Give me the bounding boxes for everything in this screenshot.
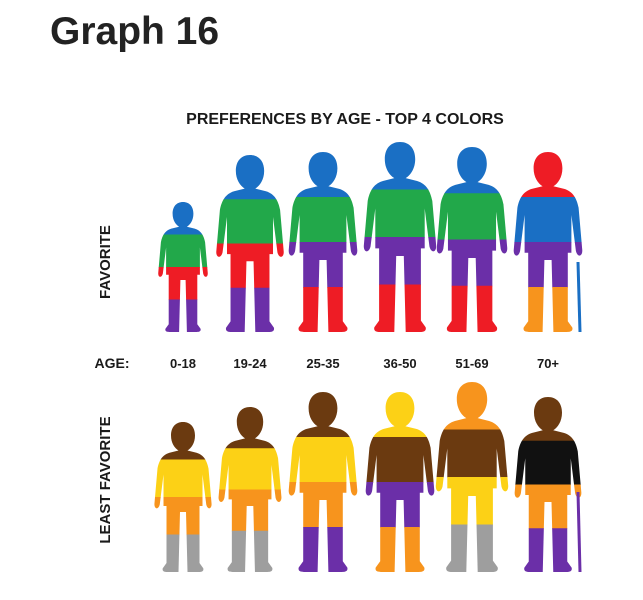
favorite-band-0-18-green bbox=[158, 234, 208, 268]
age-tick-label: 36-50 bbox=[383, 356, 416, 371]
row-label-favorite: FAVORITE bbox=[97, 225, 114, 299]
favorite-figures bbox=[158, 142, 583, 333]
favorite-band-70+-blue bbox=[513, 197, 583, 243]
least-favorite-band-19-24-orange bbox=[218, 489, 282, 532]
favorite-figure-51-69 bbox=[436, 147, 508, 332]
cane-favorite bbox=[576, 261, 582, 333]
age-tick-labels: 0-18 19-24 25-35 36-50 51-69 70+ bbox=[170, 356, 559, 371]
favorite-band-36-50-red bbox=[363, 284, 437, 332]
favorite-band-0-18-red bbox=[158, 267, 208, 301]
least-favorite-band-70+-black bbox=[514, 440, 582, 486]
least-favorite-band-51-69-gray bbox=[435, 524, 509, 572]
favorite-band-19-24-green bbox=[216, 199, 284, 245]
least-favorite-band-51-69-yellow bbox=[435, 477, 509, 526]
least-favorite-band-25-35-yellow bbox=[288, 437, 358, 483]
favorite-figure-0-18 bbox=[158, 202, 208, 332]
least-favorite-band-70+-purple bbox=[514, 528, 582, 572]
least-favorite-figure-0-18 bbox=[154, 422, 212, 572]
favorite-band-51-69-green bbox=[436, 193, 508, 241]
favorite-figure-19-24 bbox=[216, 155, 284, 332]
favorite-band-0-18-blue bbox=[158, 202, 208, 236]
least-favorite-band-25-35-brown bbox=[288, 392, 358, 438]
least-favorite-band-70+-brown bbox=[514, 397, 582, 442]
row-label-least-favorite: LEAST FAVORITE bbox=[97, 416, 114, 543]
favorite-figure-36-50 bbox=[363, 142, 437, 332]
least-favorite-band-0-18-brown bbox=[154, 422, 212, 461]
least-favorite-figure-51-69 bbox=[435, 382, 509, 572]
chart-title: PREFERENCES BY AGE - TOP 4 COLORS bbox=[186, 111, 504, 128]
least-favorite-figure-19-24 bbox=[218, 407, 282, 572]
least-favorite-band-25-35-orange bbox=[288, 482, 358, 528]
least-favorite-band-36-50-yellow bbox=[365, 392, 435, 438]
age-tick-label: 19-24 bbox=[233, 356, 267, 371]
least-favorite-band-0-18-yellow bbox=[154, 459, 212, 498]
least-favorite-band-36-50-orange bbox=[365, 527, 435, 572]
least-favorite-figure-25-35 bbox=[288, 392, 358, 572]
favorite-band-19-24-purple bbox=[216, 287, 284, 332]
least-favorite-band-19-24-brown bbox=[218, 407, 282, 449]
least-favorite-band-19-24-yellow bbox=[218, 448, 282, 491]
age-tick-label: 25-35 bbox=[306, 356, 339, 371]
favorite-band-25-35-red bbox=[288, 287, 358, 332]
favorite-band-19-24-red bbox=[216, 243, 284, 289]
favorite-band-25-35-purple bbox=[288, 242, 358, 288]
least-favorite-band-0-18-orange bbox=[154, 497, 212, 536]
age-tick-label: 51-69 bbox=[455, 356, 488, 371]
least-favorite-band-36-50-brown bbox=[365, 437, 435, 483]
favorite-band-70+-purple bbox=[513, 242, 583, 288]
favorite-band-19-24-blue bbox=[216, 155, 284, 200]
cane-least-favorite bbox=[576, 491, 582, 573]
favorite-band-51-69-purple bbox=[436, 239, 508, 287]
favorite-band-25-35-blue bbox=[288, 152, 358, 198]
least-favorite-band-25-35-purple bbox=[288, 527, 358, 572]
least-favorite-figure-36-50 bbox=[365, 392, 435, 572]
favorite-figure-25-35 bbox=[288, 152, 358, 332]
least-favorite-band-0-18-gray bbox=[154, 534, 212, 572]
least-favorite-band-70+-orange bbox=[514, 484, 582, 529]
favorite-band-36-50-purple bbox=[363, 237, 437, 286]
favorite-band-36-50-green bbox=[363, 189, 437, 238]
least-favorite-figures bbox=[154, 382, 582, 573]
favorite-band-51-69-red bbox=[436, 285, 508, 332]
least-favorite-band-19-24-gray bbox=[218, 530, 282, 572]
age-tick-label: 70+ bbox=[537, 356, 559, 371]
favorite-band-70+-orange bbox=[513, 287, 583, 332]
favorite-band-0-18-purple bbox=[158, 299, 208, 332]
least-favorite-band-36-50-purple bbox=[365, 482, 435, 528]
least-favorite-figure-70+ bbox=[514, 397, 582, 572]
least-favorite-band-51-69-brown bbox=[435, 429, 509, 478]
age-axis-label: AGE: bbox=[95, 355, 130, 371]
least-favorite-band-51-69-orange bbox=[435, 382, 509, 431]
favorite-band-36-50-blue bbox=[363, 142, 437, 191]
age-tick-label: 0-18 bbox=[170, 356, 196, 371]
favorite-band-70+-red bbox=[513, 152, 583, 198]
favorite-figure-70+ bbox=[513, 152, 583, 332]
page-title: Graph 16 bbox=[50, 10, 220, 53]
favorite-band-51-69-blue bbox=[436, 147, 508, 194]
favorite-band-25-35-green bbox=[288, 197, 358, 243]
